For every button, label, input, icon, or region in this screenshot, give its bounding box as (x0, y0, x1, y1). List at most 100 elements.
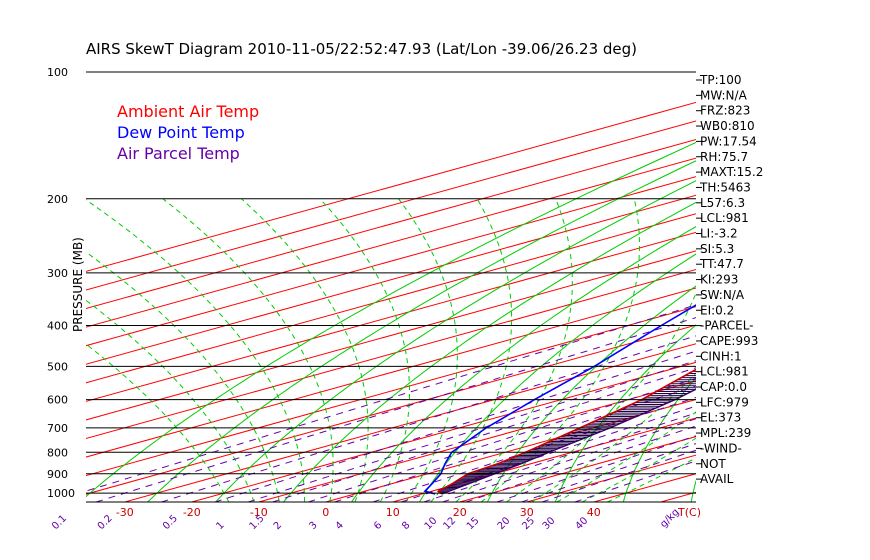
isotherm-line (459, 436, 696, 502)
series-line-ambient-air-temp (436, 368, 696, 495)
bottom-temp-tick-label: -10 (250, 506, 268, 519)
pressure-tick-label: 500 (47, 360, 68, 373)
mixing-ratio-line (86, 304, 696, 492)
pressure-tick-label: 100 (47, 66, 68, 79)
dry-adiabat-line (419, 253, 696, 502)
chart-title: AIRS SkewT Diagram 2010-11-05/22:52:47.9… (86, 40, 637, 58)
mixing-ratio-line (308, 377, 696, 502)
series-line-air-parcel-temp (441, 388, 696, 495)
mixing-ratio-tick-label: 2 (272, 520, 284, 532)
isotherm-line (258, 380, 696, 502)
pressure-tick-label: 700 (47, 422, 68, 435)
sounding-index-label: MAXT:15.2 (700, 165, 763, 179)
dry-adiabat-line (759, 72, 870, 502)
isotherm-line (124, 343, 696, 502)
mixing-ratio-tick-label: 30 (541, 515, 558, 532)
pressure-tick-label: 300 (47, 267, 68, 280)
sounding-index-label: WB0:810 (700, 119, 755, 133)
sounding-index-label: AVAIL (700, 472, 734, 486)
sounding-index-label: LFC:979 (700, 395, 749, 409)
moist-adiabat-line (86, 199, 306, 502)
sounding-index-label: PW:17.54 (700, 134, 757, 148)
mixing-ratio-tick-label: 0.1 (50, 513, 69, 532)
bottom-temp-tick-label: 20 (453, 506, 467, 519)
moist-adiabat-line (398, 198, 458, 502)
sounding-index-label: -PARCEL- (700, 319, 754, 333)
sounding-index-label: CAP:0.0 (700, 380, 747, 394)
moist-adiabat-line (430, 198, 513, 502)
legend-dew-point-temp: Dew Point Temp (117, 123, 245, 142)
moist-adiabat-line (86, 299, 255, 502)
bottom-temp-tick-label: 0 (322, 506, 329, 519)
sounding-index-label: MW:N/A (700, 88, 748, 102)
mixing-ratio-line (95, 317, 696, 502)
pressure-tick-label: 200 (47, 193, 68, 206)
pressure-tick-label: 600 (47, 394, 68, 407)
dry-adiabat-line (147, 160, 696, 502)
y-axis-label: PRESSURE (MB) (71, 237, 85, 332)
sounding-index-label: FRZ:823 (700, 104, 750, 118)
dry-adiabat-line (486, 285, 696, 502)
mixing-ratio-tick-label: 0.5 (161, 513, 180, 532)
mixing-ratio-tick-label: 4 (334, 520, 346, 532)
isotherm-line (191, 361, 696, 502)
mixing-ratio-tick-label: 3 (307, 520, 319, 532)
isotherm-line (86, 157, 696, 328)
sounding-index-label: MPL:239 (700, 426, 751, 440)
isotherm-line (86, 268, 696, 440)
isotherm-line (86, 176, 696, 347)
sounding-index-label: CAPE:993 (700, 334, 758, 348)
dry-adiabat-line (351, 226, 696, 502)
isotherm-line (86, 250, 696, 421)
mixing-ratio-tick-label: 20 (496, 515, 513, 532)
sounding-index-label: CINH:1 (700, 349, 742, 363)
moist-adiabat-line (241, 198, 369, 502)
isotherm-line (86, 213, 696, 384)
sounding-index-label: TT:47.7 (699, 257, 744, 271)
moist-adiabat-line (86, 251, 280, 502)
bottom-temp-tick-label: 30 (520, 506, 534, 519)
dry-adiabat-line (215, 180, 696, 502)
isotherm-line (86, 231, 696, 402)
moist-adiabat-line (162, 198, 334, 502)
legend-air-parcel-temp: Air Parcel Temp (117, 144, 240, 163)
mixing-ratio-tick-label: 1 (214, 520, 226, 532)
pressure-tick-label: 1000 (47, 487, 75, 500)
sounding-index-label: SI:5.3 (700, 242, 734, 256)
legend-ambient-air-temp: Ambient Air Temp (117, 102, 259, 121)
moist-adiabat-line (319, 198, 410, 502)
mixing-ratio-line (272, 367, 696, 502)
dry-adiabat-line (827, 72, 870, 502)
moist-adiabat-line (86, 343, 230, 502)
sounding-index-label: NOT (700, 457, 726, 471)
bottom-temp-tick-label: -20 (183, 506, 201, 519)
moist-adiabat-line (506, 291, 696, 502)
mixing-ratio-tick-label: 8 (400, 520, 412, 532)
mixing-ratio-line (372, 396, 696, 502)
mixing-ratio-line (334, 385, 696, 502)
moist-adiabat-line (581, 437, 696, 502)
isotherm-line (86, 324, 696, 495)
isotherm-line (86, 120, 696, 291)
sounding-index-label: -WIND- (700, 441, 742, 455)
isotherm-line (86, 194, 696, 365)
bottom-temp-tick-label: 10 (386, 506, 400, 519)
mixing-ratio-tick-label: 10 (423, 515, 440, 532)
sounding-index-label: LI:-3.2 (700, 227, 738, 241)
mixing-ratio-line (400, 405, 696, 502)
mixing-ratio-tick-label: 0.2 (96, 513, 115, 532)
sounding-index-label: TH:5463 (699, 180, 751, 194)
moist-adiabat-line (531, 372, 696, 502)
temp-unit-label: T(C) (677, 506, 701, 519)
sounding-index-label: EL:373 (700, 411, 741, 425)
isotherm-line (86, 139, 696, 310)
sounding-index-label: SW:N/A (700, 288, 745, 302)
sounding-index-label: L57:6.3 (700, 196, 745, 210)
pressure-tick-label: 400 (47, 320, 68, 333)
isotherm-line (325, 398, 696, 502)
mixing-ratio-line (214, 350, 696, 502)
sounding-index-label: LCL:981 (700, 365, 749, 379)
moist-adiabat-line (480, 198, 641, 502)
isotherm-line (392, 417, 696, 502)
dry-adiabat-line (554, 324, 696, 502)
